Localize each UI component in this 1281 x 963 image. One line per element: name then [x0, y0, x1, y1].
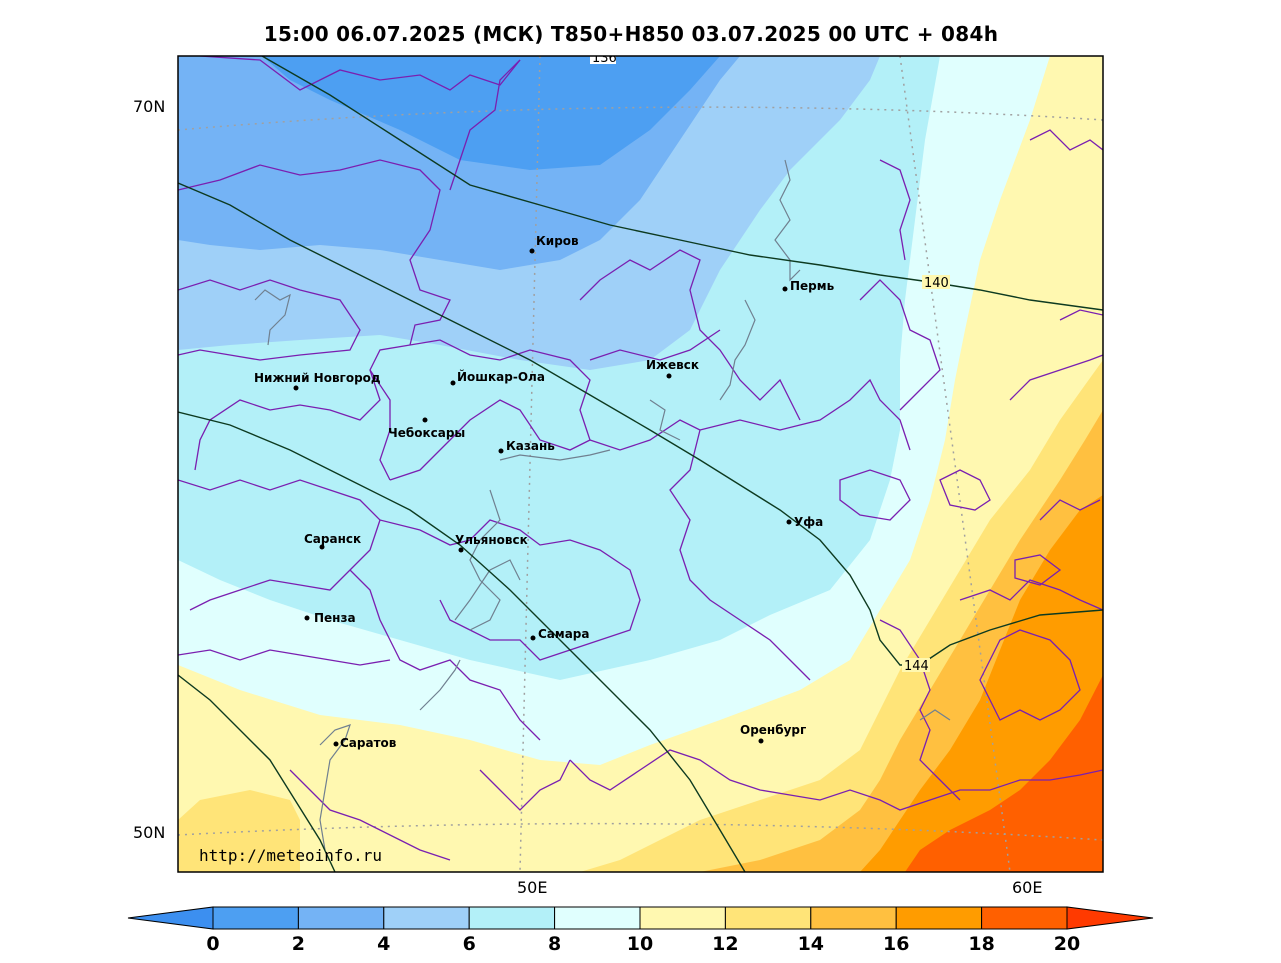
contour-144 [178, 411, 746, 872]
city-dot-samara [530, 635, 536, 641]
colorbar-tick-label: 8 [548, 933, 561, 955]
city-dot-saratov [333, 741, 339, 747]
city-label-nizhny: Нижний Новгород [254, 371, 381, 385]
colorbar-segment [554, 906, 641, 930]
colorbar-tick-label: 6 [463, 933, 476, 955]
contour-148 [178, 674, 336, 872]
band-12-14-west [178, 790, 300, 872]
lon-label-60e: 60E [1012, 878, 1042, 897]
city-label-ulyanovsk: Ульяновск [455, 533, 528, 547]
band-10-12 [178, 56, 1103, 872]
city-label-cheboksary: Чебоксары [388, 426, 465, 440]
contour-label-136: 136 [592, 51, 617, 66]
geopotential-contours [178, 56, 1103, 872]
colorbar-segment [981, 906, 1068, 930]
colorbar-segment [895, 906, 983, 930]
colorbar-tick-label: 0 [206, 933, 219, 955]
colorbar-tick-label: 14 [798, 933, 824, 955]
region-borders [178, 56, 1103, 861]
contour-136 [261, 56, 1103, 311]
lat-label-50n: 50N [133, 823, 165, 842]
city-dot-penza [304, 615, 310, 621]
colorbar-tick-label: 18 [968, 933, 994, 955]
city-dot-izhevsk [666, 373, 672, 379]
contour-140 [178, 182, 1103, 666]
contour-label-140: 140 [924, 276, 949, 291]
map-title: 15:00 06.07.2025 (МСК) T850+H850 03.07.2… [263, 22, 999, 46]
city-label-perm: Пермь [790, 279, 835, 293]
plot-frame [177, 55, 1104, 873]
city-label-penza: Пенза [314, 611, 356, 625]
band-18-20 [905, 675, 1103, 872]
source-url: http://meteoinfo.ru [199, 846, 382, 865]
colorbar-segment [468, 906, 556, 930]
city-dot-kirov [529, 248, 535, 254]
colorbar-tick-label: 12 [712, 933, 738, 955]
colorbar-segment [639, 906, 726, 930]
city-label-saransk: Саранск [304, 532, 361, 546]
rivers [254, 159, 951, 851]
city-dot-ulyanovsk [458, 547, 464, 553]
city-dot-yoshkar-ola [450, 380, 456, 386]
city-dot-nizhny [293, 385, 299, 391]
colorbar-segment [810, 906, 897, 930]
city-label-yoshkar-ola: Йошкар-Ола [457, 369, 545, 384]
colorbar-arrow-max [1066, 906, 1154, 930]
colorbar: 0 2 4 6 8 10 12 14 16 18 20 [127, 906, 1154, 955]
city-dot-ufa [786, 519, 792, 525]
colorbar-tick-label: 2 [292, 933, 305, 955]
city-markers: Киров Пермь Нижний Новгород Йошкар-Ола И… [254, 234, 835, 750]
city-label-kirov: Киров [536, 234, 579, 248]
colorbar-tick-label: 10 [627, 933, 653, 955]
city-dot-cheboksary [422, 417, 428, 423]
colorbar-tick-label: 16 [883, 933, 909, 955]
city-dot-orenburg [758, 738, 764, 744]
colorbar-tick-label: 4 [377, 933, 390, 955]
city-label-saratov: Саратов [340, 736, 397, 750]
city-label-orenburg: Оренбург [740, 723, 806, 737]
colorbar-segment [297, 906, 385, 930]
city-dot-kazan [498, 448, 504, 454]
colorbar-arrow-min [127, 906, 214, 930]
lon-label-50e: 50E [517, 878, 547, 897]
colorbar-segment [383, 906, 470, 930]
city-dot-saransk [319, 544, 325, 550]
city-label-samara: Самара [538, 627, 590, 641]
graticule [178, 56, 1103, 872]
city-label-izhevsk: Ижевск [646, 358, 699, 372]
city-label-ufa: Уфа [794, 515, 823, 529]
colorbar-tick-label: 20 [1054, 933, 1080, 955]
contour-label-144: 144 [904, 659, 929, 674]
temperature-field: 136 140 144 Киров Пермь Нижний Новгород … [178, 51, 1103, 872]
colorbar-segment [212, 906, 299, 930]
city-dot-perm [782, 286, 788, 292]
colorbar-segment [724, 906, 812, 930]
city-label-kazan: Казань [506, 439, 555, 453]
lat-label-70n: 70N [133, 97, 165, 116]
